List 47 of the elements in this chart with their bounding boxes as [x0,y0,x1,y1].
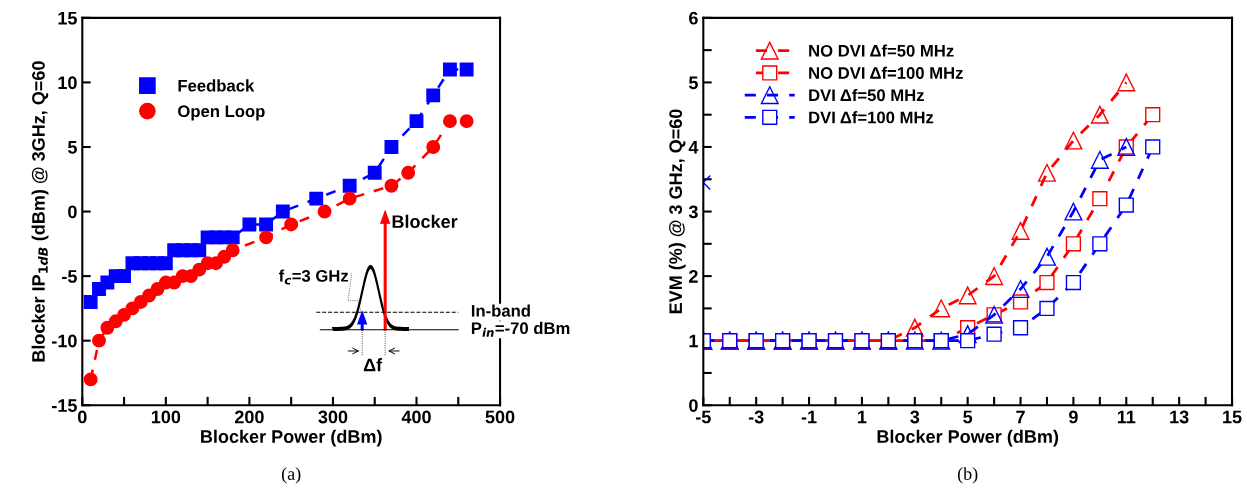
x-tick-label: 11 [1117,410,1136,424]
y-tick-label: -5 [62,270,77,283]
y-tick-label: 10 [58,76,77,90]
x-axis-title: Blocker Power (dBm) [877,429,1059,447]
x-tick-label: 9 [1069,410,1078,424]
x-tick-label: 400 [401,410,431,424]
y-tick-label: 15 [58,11,77,25]
annotation: f$_{c}$=3 GHz [278,269,349,285]
y-tick-label: 6 [689,11,698,25]
x-tick-label: 500 [485,410,515,424]
y-tick-label: -10 [52,334,77,348]
annotation: P$_{in}$=-70 dBm [471,321,570,337]
legend-label: DVI Δf=50 MHz [809,88,924,102]
legend-label: NO DVI Δf=50 MHz [809,44,954,57]
annotation: Δf [363,358,383,372]
x-tick-label: 0 [78,410,87,424]
y-axis-title: EVM (%) @ 3 GHz, Q=60 [668,109,686,314]
x-tick-label: 5 [963,410,973,424]
x-tick-label: 1 [858,410,867,424]
legend-label: Open Loop [178,105,265,121]
legend-label: DVI Δf=100 MHz [809,111,934,124]
annotation: In-band [471,304,530,317]
y-tick-label: 2 [689,270,698,283]
y-tick-label: 1 [689,334,698,348]
y-axis-title: Blocker IP$_{1dB}$ (dBm) @ 3GHz, Q=60 [31,61,49,362]
text: (a) [281,467,301,484]
x-tick-label: 100 [151,410,181,424]
y-tick-label: 5 [688,76,698,90]
x-tick-label: 200 [234,410,264,424]
y-tick-label: 4 [688,141,699,154]
text: (b) [957,467,978,484]
x-tick-label: 7 [1016,410,1025,424]
x-tick-label: -3 [748,410,764,424]
x-tick-label: 15 [1223,410,1242,424]
x-tick-label: 13 [1170,410,1189,424]
legend-label: NO DVI Δf=100 MHz [809,66,963,79]
annotation: Blocker [392,214,458,229]
y-tick-label: 3 [688,205,698,219]
y-tick-label: 0 [689,399,698,412]
x-tick-label: -1 [801,410,817,424]
legend-label: Feedback [178,79,255,92]
y-tick-label: -15 [52,399,77,412]
x-axis-title: Blocker Power (dBm) [201,429,382,447]
y-tick-label: 5 [67,141,77,154]
x-tick-label: 300 [318,410,348,424]
x-tick-label: 3 [910,410,920,424]
y-tick-label: 0 [68,205,77,219]
